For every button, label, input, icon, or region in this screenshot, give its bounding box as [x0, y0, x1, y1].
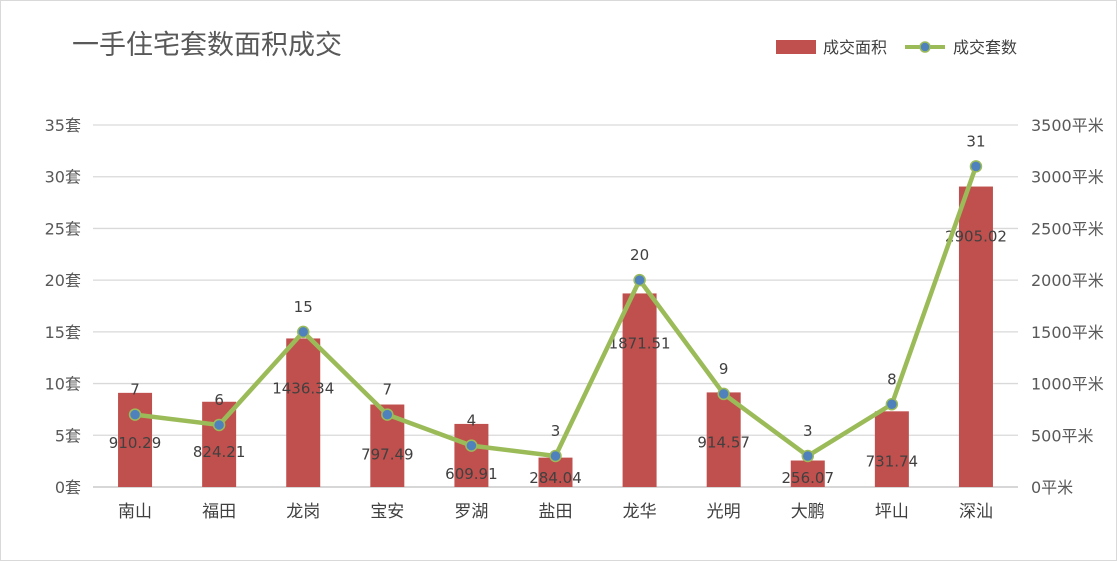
- line-data-label: 15: [294, 298, 313, 316]
- x-category-label: 福田: [202, 502, 236, 522]
- y-right-tick-label: 0平米: [1031, 478, 1073, 497]
- bar: [454, 423, 489, 487]
- y-right-tick-label: 2500平米: [1031, 219, 1104, 238]
- line-point: [885, 398, 899, 411]
- y-left-tick-label: 35套: [45, 116, 81, 135]
- bar-data-label: 731.74: [866, 452, 919, 470]
- bar-data-labels: 910.29 824.21 1436.34 797.49 609.91 284.04 187…: [109, 228, 1007, 487]
- line-data-label: 3: [803, 422, 813, 440]
- line-point: [212, 418, 226, 432]
- line-point: [633, 273, 646, 287]
- legend: 成交面积 成交套数: [776, 38, 1017, 57]
- y-left-tick-label: 0套: [55, 478, 81, 497]
- x-category-label: 盐田: [539, 502, 573, 522]
- line-data-label: 6: [214, 391, 224, 409]
- gridlines: [93, 124, 1018, 488]
- x-category-label: 龙华: [623, 502, 657, 522]
- bar: [622, 293, 657, 487]
- x-category-label: 南山: [118, 502, 152, 522]
- line-point: [296, 325, 310, 339]
- line-point: [969, 160, 983, 173]
- legend-swatch-count-marker: [919, 41, 931, 53]
- y-right-tick-label: 3000平米: [1031, 168, 1104, 187]
- y-left-tick-label: 10套: [45, 375, 81, 394]
- y-axis-left: 0套 5套 10套 15套 20套 25套 30套 35套: [45, 116, 81, 497]
- line-data-label: 20: [630, 246, 649, 264]
- line-data-label: 8: [887, 370, 897, 388]
- bar: [202, 401, 237, 487]
- x-category-label: 坪山: [875, 502, 909, 522]
- line-point: [801, 449, 815, 463]
- bar-data-label: 256.07: [782, 469, 835, 487]
- bar-series: [118, 186, 993, 487]
- y-right-tick-label: 2000平米: [1031, 271, 1104, 290]
- x-axis: 南山 福田 龙岗 宝安 罗湖 盐田 龙华 光明 大鹏 坪山 深汕: [118, 502, 993, 522]
- bar: [286, 338, 321, 487]
- y-left-tick-label: 20套: [45, 271, 81, 290]
- chart-title: 一手住宅套数面积成交: [72, 30, 342, 61]
- line-point: [465, 439, 478, 452]
- x-category-label: 龙岗: [286, 502, 320, 522]
- y-axis-right: 0平米 500平米 1000平米 1500平米 2000平米 2500平米 3000平米 35…: [1031, 116, 1104, 497]
- y-right-tick-label: 3500平米: [1031, 116, 1104, 135]
- bar-data-label: 910.29: [109, 434, 162, 452]
- y-left-tick-label: 15套: [45, 323, 81, 342]
- x-category-label: 光明: [707, 502, 741, 522]
- line-data-label: 7: [130, 381, 140, 399]
- bar-data-label: 797.49: [361, 446, 414, 464]
- x-category-label: 罗湖: [454, 502, 488, 522]
- legend-label-count: 成交套数: [953, 38, 1017, 57]
- line-data-label: 9: [719, 360, 729, 378]
- line-data-labels: 7 6 15 7 4 3 20 9 3 8 31: [130, 132, 985, 440]
- bar: [874, 411, 909, 487]
- bar-data-label: 2905.02: [945, 228, 1007, 246]
- line-series: [128, 160, 983, 463]
- bar-data-label: 824.21: [193, 443, 246, 461]
- bar-data-label: 914.57: [697, 433, 750, 451]
- bar: [790, 460, 825, 487]
- line-data-label: 31: [966, 132, 985, 150]
- x-category-label: 大鹏: [791, 502, 825, 522]
- line-point: [717, 387, 730, 401]
- line-data-label: 4: [467, 412, 477, 430]
- bar-data-label: 284.04: [529, 469, 582, 487]
- line-point: [381, 408, 394, 421]
- bar-data-label: 1436.34: [272, 379, 334, 397]
- y-right-tick-label: 500平米: [1031, 426, 1094, 445]
- y-left-tick-label: 25套: [45, 219, 81, 238]
- bar: [706, 392, 741, 487]
- bar: [958, 186, 993, 487]
- line-point: [128, 408, 142, 421]
- line-data-label: 7: [383, 381, 393, 399]
- line-data-label: 3: [551, 422, 561, 440]
- x-category-label: 深汕: [959, 502, 993, 522]
- bar-data-label: 609.91: [445, 465, 498, 483]
- line-point: [549, 449, 562, 463]
- series-line: [134, 165, 979, 459]
- legend-swatch-area: [776, 40, 816, 54]
- y-right-tick-label: 1500平米: [1031, 323, 1104, 342]
- bar: [538, 457, 573, 487]
- y-left-tick-label: 5套: [55, 426, 81, 445]
- legend-label-area: 成交面积: [823, 38, 887, 57]
- y-left-tick-label: 30套: [45, 168, 81, 187]
- bar-data-label: 1871.51: [609, 334, 671, 352]
- x-category-label: 宝安: [370, 502, 404, 522]
- y-right-tick-label: 1000平米: [1031, 375, 1104, 394]
